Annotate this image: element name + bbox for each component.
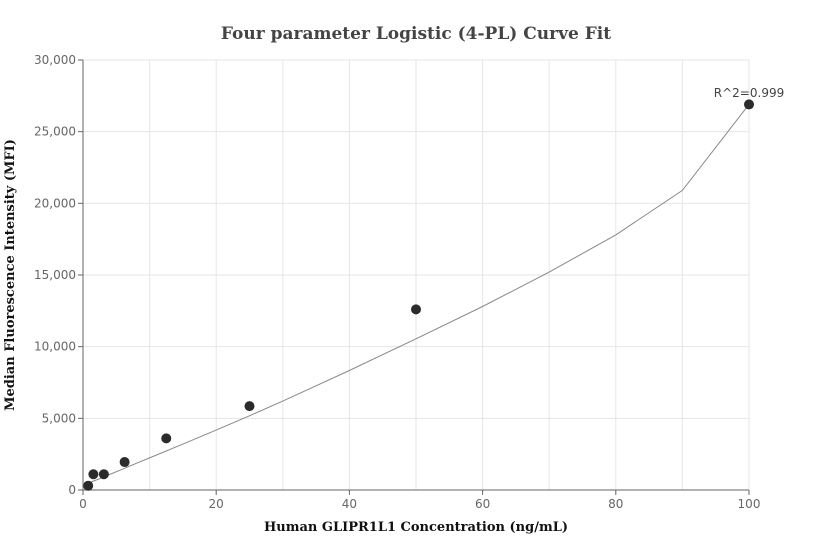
ticks: 0 20 40 60 80 100 0 5,000 10,000 15,000 20,000 25,0… bbox=[34, 53, 760, 511]
data-points bbox=[83, 99, 754, 491]
y-tick-label: 15,000 bbox=[34, 268, 76, 282]
x-tick-label: 0 bbox=[79, 497, 87, 511]
y-tick-label: 25,000 bbox=[34, 125, 76, 139]
x-tick-label: 40 bbox=[342, 497, 357, 511]
data-point bbox=[744, 99, 754, 110]
data-point bbox=[98, 469, 109, 480]
x-tick-label: 100 bbox=[738, 497, 761, 511]
data-point bbox=[88, 469, 99, 480]
y-tick-label: 10,000 bbox=[34, 340, 76, 354]
y-tick-label: 20,000 bbox=[34, 196, 76, 210]
x-tick-label: 20 bbox=[209, 497, 224, 511]
data-point bbox=[244, 401, 255, 412]
y-tick-label: 0 bbox=[68, 483, 76, 497]
data-point bbox=[83, 480, 94, 491]
y-axis-title: Median Fluorescence Intensity (MFI) bbox=[3, 139, 18, 411]
grid bbox=[82, 59, 750, 491]
data-point bbox=[411, 304, 421, 315]
r-squared-annotation: R^2=0.999 bbox=[714, 86, 784, 100]
x-axis-title: Human GLIPR1L1 Concentration (ng/mL) bbox=[264, 520, 568, 535]
data-point bbox=[119, 457, 130, 468]
data-point bbox=[161, 433, 172, 444]
y-tick-label: 30,000 bbox=[34, 53, 76, 67]
x-tick-label: 60 bbox=[475, 497, 490, 511]
y-tick-label: 5,000 bbox=[42, 411, 76, 425]
x-tick-label: 80 bbox=[608, 497, 623, 511]
fit-curve bbox=[82, 104, 750, 486]
chart-title: Four parameter Logistic (4-PL) Curve Fit bbox=[221, 24, 611, 44]
